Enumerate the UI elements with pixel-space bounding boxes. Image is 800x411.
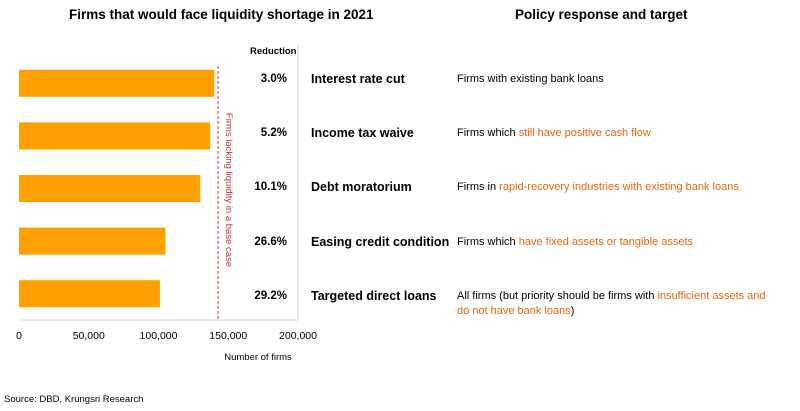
reduction-value: 26.6%	[254, 236, 287, 248]
target-highlight: rapid-recovery industries with existing …	[499, 181, 739, 193]
x-tick-label: 100,000	[140, 330, 178, 342]
bar	[19, 69, 215, 97]
x-tick-label: 200,000	[279, 330, 317, 342]
target-highlight: have fixed assets or tangible assets	[518, 236, 693, 248]
bar	[19, 280, 160, 308]
policy-name: Easing credit condition	[311, 235, 450, 249]
bar	[19, 227, 166, 255]
policy-target: Firms which still have positive cash flo…	[457, 126, 777, 141]
reduction-value: 3.0%	[260, 73, 287, 85]
target-text: Firms which	[457, 236, 519, 248]
policy-name: Interest rate cut	[311, 72, 405, 86]
x-tick-label: 0	[16, 330, 22, 342]
policy-target: Firms which have fixed assets or tangibl…	[457, 235, 777, 250]
target-text: Firms with existing bank loans	[457, 73, 604, 85]
chart-title: Firms that would face liquidity shortage…	[69, 7, 374, 22]
target-text: )	[570, 305, 575, 317]
bar	[19, 122, 211, 150]
policy-name: Debt moratorium	[311, 180, 412, 194]
policy-section-title: Policy response and target	[515, 7, 688, 22]
policy-target: All firms (but priority should be firms …	[457, 289, 777, 319]
target-highlight: still have positive cash flow	[518, 127, 651, 139]
target-text: All firms (but priority should be firms …	[457, 290, 658, 302]
source-note: Source: DBD, Krungsri Research	[4, 394, 144, 405]
policy-target: Firms in rapid-recovery industries with …	[457, 180, 777, 195]
x-tick-label: 150,000	[209, 330, 247, 342]
policy-name: Targeted direct loans	[311, 289, 437, 303]
reduction-value: 29.2%	[254, 290, 287, 302]
policy-name: Income tax waive	[311, 126, 414, 140]
reduction-value: 5.2%	[260, 127, 287, 139]
bar	[19, 175, 201, 202]
x-tick-label: 50,000	[73, 330, 105, 342]
reduction-value: 10.1%	[254, 181, 287, 193]
reference-line-label: Firms lacking liquidity in a base case	[223, 113, 234, 267]
target-text: Firms in	[457, 181, 500, 193]
reduction-column-header: Reduction	[250, 46, 297, 57]
target-text: Firms which	[457, 127, 519, 139]
x-axis-label: Number of firms	[224, 352, 292, 363]
policy-target: Firms with existing bank loans	[457, 72, 777, 87]
target-highlight: insufficient assets and do not have bank…	[457, 290, 766, 317]
